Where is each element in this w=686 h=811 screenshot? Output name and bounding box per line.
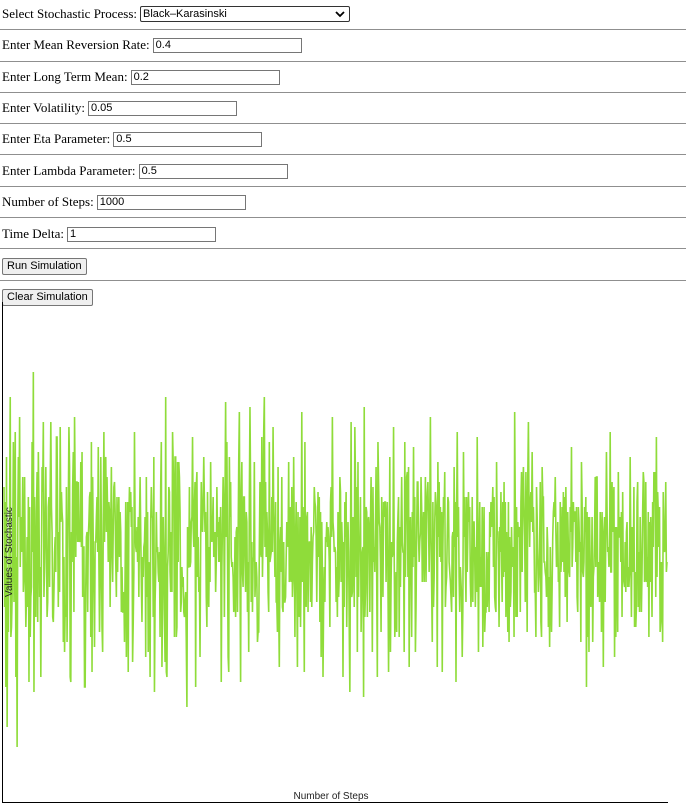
eta-label: Enter Eta Parameter: [2,131,111,146]
x-axis-label: Number of Steps [293,791,368,802]
clear-simulation-button[interactable]: Clear Simulation [2,288,93,306]
run-row: Run Simulation [2,256,87,276]
run-simulation-button[interactable]: Run Simulation [2,257,87,275]
lambda-label: Enter Lambda Parameter: [2,163,136,178]
divider [0,123,686,124]
lambda-input[interactable] [138,163,288,179]
divider [0,280,686,281]
volatility-input[interactable] [87,100,237,116]
volatility-row: Enter Volatility: [2,98,237,118]
divider [0,248,686,249]
process-select-value: Black–Karasinski [143,8,227,20]
eta-row: Enter Eta Parameter: [2,129,263,149]
divider [0,217,686,218]
steps-row: Number of Steps: [2,192,246,212]
steps-input[interactable] [96,194,246,210]
divider [0,154,686,155]
divider [0,186,686,187]
simulation-chart: Number of Steps Values of Stochastic [2,302,668,803]
series-line [3,371,668,748]
long-term-mean-input[interactable] [130,69,280,85]
process-label: Select Stochastic Process: [2,6,138,21]
time-delta-label: Time Delta: [2,226,64,241]
volatility-label: Enter Volatility: [2,100,85,115]
time-delta-row: Time Delta: [2,224,216,244]
process-select[interactable]: Black–Karasinski [140,6,351,22]
divider [0,29,686,30]
process-row: Select Stochastic Process: Black–Karasin… [2,4,351,24]
mean-reversion-label: Enter Mean Reversion Rate: [2,37,150,52]
clear-row: Clear Simulation [2,287,93,307]
time-delta-input[interactable] [67,226,216,242]
divider [0,61,686,62]
chart-svg: Number of Steps Values of Stochastic [3,371,668,802]
lambda-row: Enter Lambda Parameter: [2,161,288,181]
mean-reversion-input[interactable] [152,37,302,53]
long-term-mean-row: Enter Long Term Mean: [2,67,280,87]
divider [0,92,686,93]
steps-label: Number of Steps: [2,194,94,209]
mean-reversion-row: Enter Mean Reversion Rate: [2,35,302,55]
long-term-mean-label: Enter Long Term Mean: [2,69,128,84]
y-axis-label: Values of Stochastic [4,507,15,597]
eta-input[interactable] [113,131,263,147]
chevron-down-icon [335,11,345,18]
